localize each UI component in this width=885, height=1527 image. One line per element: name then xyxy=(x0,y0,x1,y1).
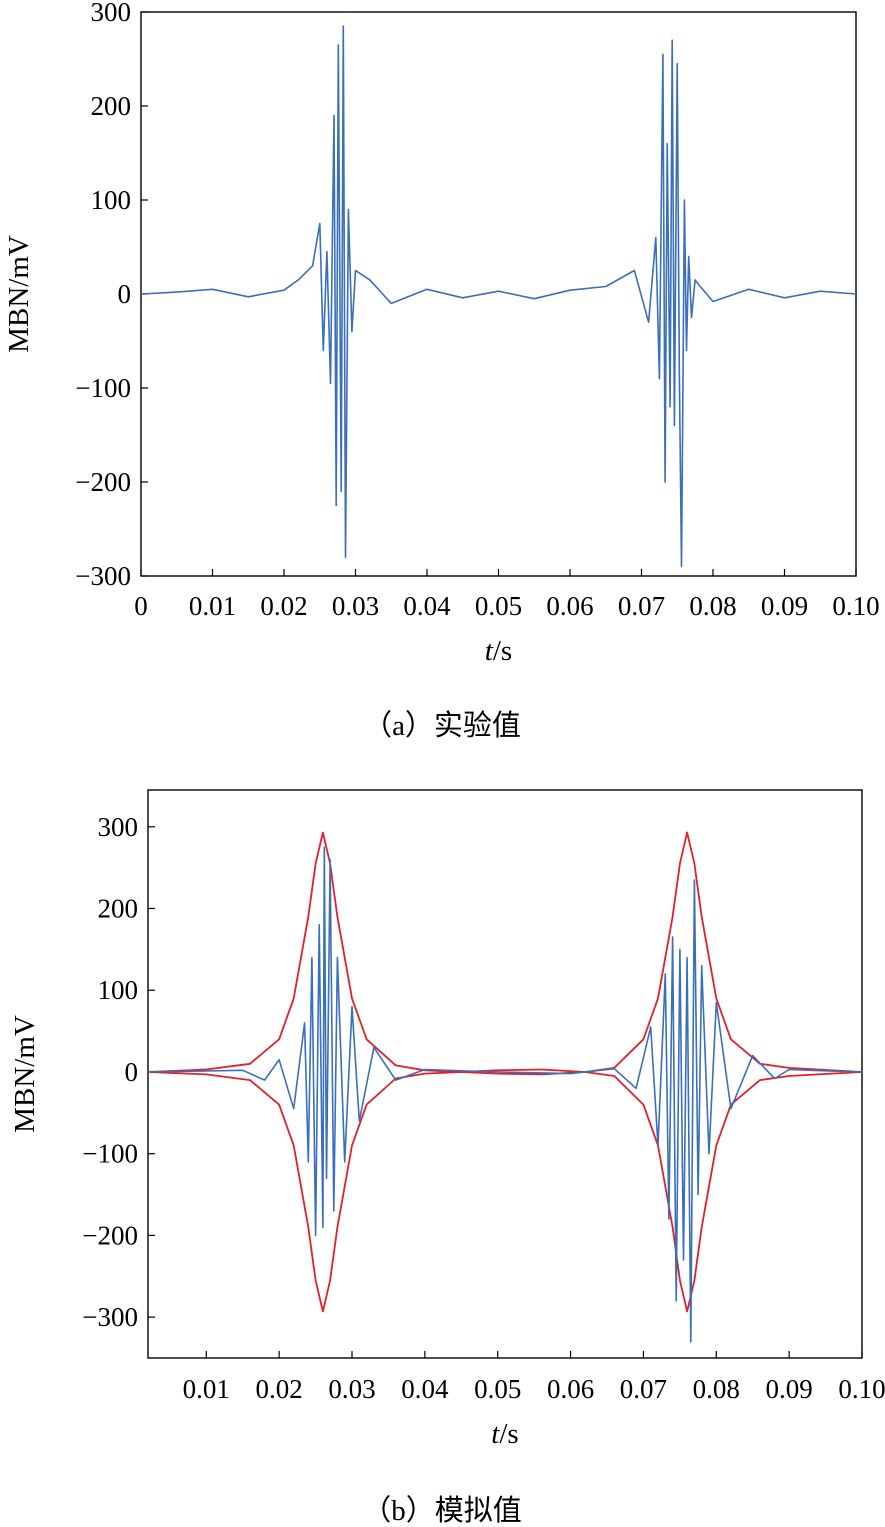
x-tick-label: 0.05 xyxy=(475,591,522,621)
x-tick-label: 0.04 xyxy=(401,1374,449,1404)
y-tick-label: 300 xyxy=(91,0,132,27)
x-tick-label: 0.07 xyxy=(618,591,665,621)
y-tick-label: 100 xyxy=(91,185,132,215)
x-tick-label: 0.01 xyxy=(189,591,236,621)
x-tick-label: 0.09 xyxy=(761,591,808,621)
y-axis-label: MBN/mV xyxy=(3,235,35,353)
y-tick-label: 100 xyxy=(98,975,139,1005)
plot-frame-b xyxy=(147,789,863,1359)
x-tick-label: 0.01 xyxy=(183,1374,230,1404)
panel-caption-b: （b）模拟值 xyxy=(362,1494,522,1527)
y-axis-label: MBN/mV xyxy=(9,1015,41,1133)
y-tick-label: −200 xyxy=(82,1220,138,1250)
x-tick-label: 0.06 xyxy=(547,1374,594,1404)
x-tick-label: 0.03 xyxy=(332,591,379,621)
y-tick-label: 200 xyxy=(91,91,132,121)
x-axis-label: t/s xyxy=(491,1418,518,1450)
envelope-line-b-0 xyxy=(147,831,863,1076)
signal-line-a-0 xyxy=(140,25,857,568)
y-tick-label: 0 xyxy=(125,1057,139,1087)
y-tick-label: 200 xyxy=(98,894,139,924)
plot-frame-a xyxy=(140,11,857,577)
y-tick-label: 300 xyxy=(98,812,139,842)
y-tick-label: 0 xyxy=(118,279,132,309)
x-tick-label: 0.06 xyxy=(546,591,593,621)
x-tick-label: 0.07 xyxy=(620,1374,667,1404)
x-tick-label: 0.08 xyxy=(693,1374,740,1404)
panel-b-chart: 300 200 100 0 −100 −200 −300 0.01 0.02 0.03 0.04 0.… xyxy=(9,789,885,1527)
x-tick-label: 0 xyxy=(134,591,148,621)
x-tick-label: 0.09 xyxy=(766,1374,813,1404)
y-tick-label: −100 xyxy=(82,1139,138,1169)
x-tick-label: 0.03 xyxy=(328,1374,375,1404)
signal-line-b-2 xyxy=(147,846,863,1343)
y-tick-label: −300 xyxy=(75,561,131,591)
y-tick-label: −200 xyxy=(75,467,131,497)
x-tick-label: 0.08 xyxy=(689,591,736,621)
y-tick-label: −100 xyxy=(75,373,131,403)
x-axis-label: t/s xyxy=(485,635,512,667)
envelope-line-b-1 xyxy=(147,1068,863,1313)
x-tick-label: 0.10 xyxy=(838,1374,885,1404)
y-tick-label: −300 xyxy=(82,1302,138,1332)
x-tick-label: 0.04 xyxy=(403,591,451,621)
x-tick-label: 0.02 xyxy=(260,591,307,621)
x-tick-label: 0.10 xyxy=(832,591,879,621)
panel-caption-a: （a）实验值 xyxy=(363,709,521,742)
x-tick-label: 0.02 xyxy=(256,1374,303,1404)
x-tick-label: 0.05 xyxy=(474,1374,521,1404)
